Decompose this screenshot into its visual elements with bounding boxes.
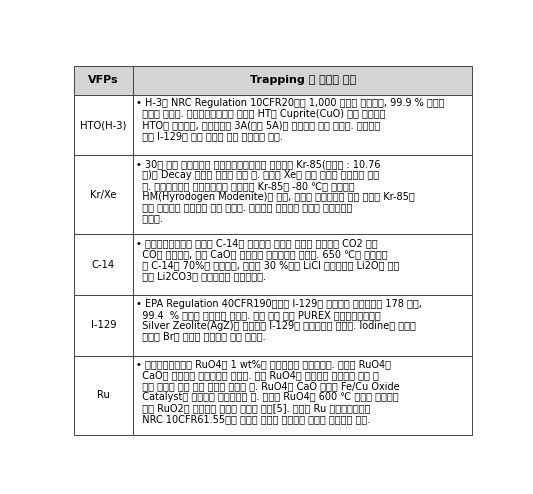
Text: 문에 배출관 막힘 등의 원인이 되기도 함. RuO4는 CaO 이외에 Fe/Cu Oxide: 문에 배출관 막힘 등의 원인이 되기도 함. RuO4는 CaO 이외에 Fe… — [136, 381, 400, 391]
Bar — [133, 295, 472, 356]
Text: 트는 I-129에 의해 부분적 오염 가능성이 있음.: 트는 I-129에 의해 부분적 오염 가능성이 있음. — [136, 131, 283, 141]
Text: 99.4  % 이상의 제거율을 요구함. 현재 운영 중인 PUREX 재처리시설에서는: 99.4 % 이상의 제거율을 요구함. 현재 운영 중인 PUREX 재처리시… — [136, 310, 381, 320]
Text: HM(Hyrodogen Modenite)로 흡착, 그리고 탈착과정을 거쳐 회수된 Kr-85은: HM(Hyrodogen Modenite)로 흡착, 그리고 탈착과정을 거쳐… — [136, 192, 415, 202]
Text: • EPA Regulation 40CFR190에서는 I-129의 최소요구 제염계수를 178 이상,: • EPA Regulation 40CFR190에서는 I-129의 최소요구… — [136, 299, 422, 309]
Text: 에서 RuO2로 분해되는 특성을 가지고 있음[5]. 그러나 Ru 핵분열생성물은: 에서 RuO2로 분해되는 특성을 가지고 있음[5]. 그러나 Ru 핵분열생… — [136, 403, 371, 413]
Text: • 전해환원공정에서 RuO4는 1 wt%가 휘발된다고 가정하였다. 휘발된 RuO4는: • 전해환원공정에서 RuO4는 1 wt%가 휘발된다고 가정하였다. 휘발된… — [136, 360, 391, 370]
Text: 년)는 Decay 저장을 반드시 해야 함. 그러나 Xe는 공기 중으로 배출해도 무방: 년)는 Decay 저장을 반드시 해야 함. 그러나 Xe는 공기 중으로 배… — [136, 170, 379, 180]
Bar — [133, 66, 472, 95]
Text: Trapping 및 고정화 방안: Trapping 및 고정화 방안 — [249, 76, 356, 85]
Text: C-14: C-14 — [92, 260, 115, 270]
Bar — [74, 356, 133, 435]
Text: Ru: Ru — [97, 390, 110, 400]
Text: 고압 압축하여 일정기간 보관 관리함. 일정기간 붕괴저장 후에는 공기중으로: 고압 압축하여 일정기간 보관 관리함. 일정기간 붕괴저장 후에는 공기중으로 — [136, 203, 353, 212]
Text: CaO를 이용하여 선택적으로 제거함. 특히 RuO4는 용융점과 비등점이 낮기 때: CaO를 이용하여 선택적으로 제거함. 특히 RuO4는 용융점과 비등점이 … — [136, 370, 379, 380]
Text: VFPs: VFPs — [88, 76, 119, 85]
Text: 서 C-14의 70%은 휘발되고, 나머지 30 %만이 LiCl 용융염계의 Li2O와 반응: 서 C-14의 70%은 휘발되고, 나머지 30 %만이 LiCl 용융염계의… — [136, 260, 400, 270]
Text: Kr/Xe: Kr/Xe — [90, 190, 117, 200]
Text: HTO(H-3): HTO(H-3) — [80, 120, 127, 130]
Text: I-129: I-129 — [91, 321, 116, 330]
Text: HTO로 변환하고, 제올라이트 3A(혹은 5A)를 이용하여 흡착 제거함. 제올라이: HTO로 변환하고, 제올라이트 3A(혹은 5A)를 이용하여 흡착 제거함.… — [136, 120, 381, 130]
Text: Catalyst를 이용하여 제거하기도 함. 그리고 RuO4는 600 ℃ 이하의 온도조건: Catalyst를 이용하여 제거하기도 함. 그리고 RuO4는 600 ℃ … — [136, 392, 399, 402]
Text: • H-3는 NRC Regulation 10CFR20에서 1,000 이상의 제염계수, 99.9 % 이상의: • H-3는 NRC Regulation 10CFR20에서 1,000 이상… — [136, 98, 445, 109]
Text: 제거를 요구함. 전해환원공정에서 휘발된 HT는 Cuprite(CuO) 촉매 존재하에: 제거를 요구함. 전해환원공정에서 휘발된 HT는 Cuprite(CuO) 촉… — [136, 109, 386, 120]
Bar — [74, 155, 133, 235]
Text: 하여 Li2CO3을 생성한다고 가정하였음.: 하여 Li2CO3을 생성한다고 가정하였음. — [136, 271, 266, 281]
Text: CO로 산화되며, 이는 CaO를 이용하여 선택적으로 제거함. 650 ℃로 온조건에: CO로 산화되며, 이는 CaO를 이용하여 선택적으로 제거함. 650 ℃로… — [136, 249, 388, 259]
Text: • 전해환원공정에서 휘발된 C-14는 양극에서 생성된 산소와 반응하여 CO2 혹은: • 전해환원공정에서 휘발된 C-14는 양극에서 생성된 산소와 반응하여 C… — [136, 238, 378, 248]
Text: 함. 사용후핵연료 처리과정에서 발생되는 Kr-85는 -80 ℃의 저온에서: 함. 사용후핵연료 처리과정에서 발생되는 Kr-85는 -80 ℃의 저온에서 — [136, 181, 355, 191]
Bar — [74, 66, 133, 95]
Text: 정에서 Br과 할로겐 원소들도 일부 제거됨.: 정에서 Br과 할로겐 원소들도 일부 제거됨. — [136, 331, 266, 341]
Text: • 30년 미만 냉각기간의 사용후핵연료로부터 발생되는 Kr-85(반감기 : 10.76: • 30년 미만 냉각기간의 사용후핵연료로부터 발생되는 Kr-85(반감기 … — [136, 159, 381, 169]
Bar — [133, 155, 472, 235]
Bar — [133, 95, 472, 155]
Bar — [74, 235, 133, 295]
Bar — [133, 356, 472, 435]
Text: 배출함.: 배출함. — [136, 213, 163, 223]
Text: Silver Zeolite(AgZ)를 이용하여 I-129를 선택적으로 제거함. Iodine의 제거과: Silver Zeolite(AgZ)를 이용하여 I-129를 선택적으로 제… — [136, 321, 416, 330]
Bar — [74, 295, 133, 356]
Text: NRC 10CFR61.55에서 제시된 폐기물 분류기준 핵종에 해당되지 않음.: NRC 10CFR61.55에서 제시된 폐기물 분류기준 핵종에 해당되지 않… — [136, 414, 370, 424]
Bar — [133, 235, 472, 295]
Bar — [74, 95, 133, 155]
